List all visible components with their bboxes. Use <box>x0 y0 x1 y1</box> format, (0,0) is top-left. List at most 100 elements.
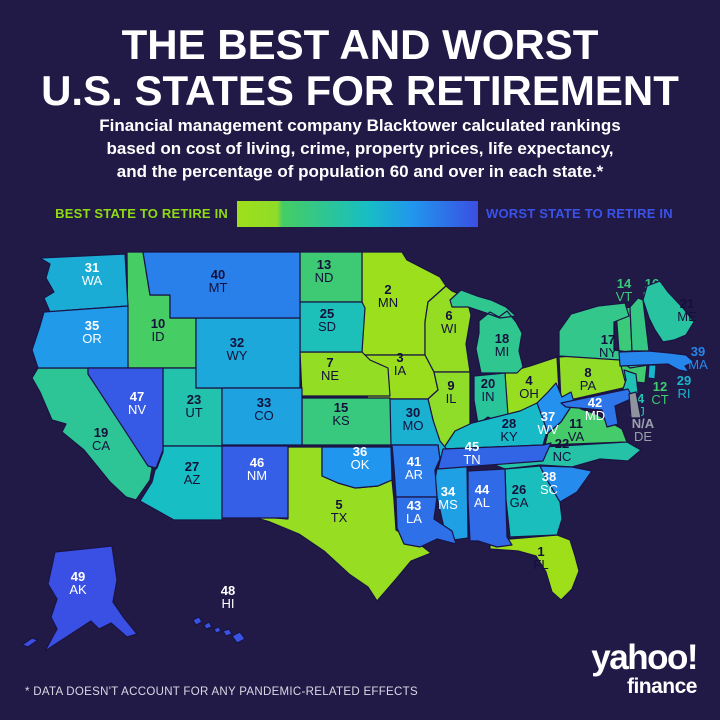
state-MI <box>449 289 524 374</box>
state-label-FL: FL <box>533 557 548 572</box>
state-label-MA: 39 <box>691 344 705 359</box>
state-label-CA: CA <box>92 438 110 453</box>
yahoo-wordmark: yahoo! <box>591 638 698 677</box>
state-label-ID: ID <box>152 329 165 344</box>
state-DE <box>628 391 642 419</box>
state-label-OH: 4 <box>525 373 533 388</box>
state-label-AZ: 27 <box>185 459 199 474</box>
state-label-MO: 30 <box>406 405 420 420</box>
state-label-PA: PA <box>580 378 597 393</box>
state-label-HI: HI <box>222 596 235 611</box>
state-label-SC: 38 <box>542 469 556 484</box>
state-ME <box>642 280 695 343</box>
title-line-2: U.S. STATES FOR RETIREMENT <box>41 67 679 114</box>
state-label-SD: SD <box>318 319 336 334</box>
state-label-MT: MT <box>209 280 228 295</box>
state-label-MS: 34 <box>441 484 456 499</box>
state-label-OR: OR <box>82 331 102 346</box>
state-label-OK: OK <box>351 457 370 472</box>
state-label-IL: IL <box>446 391 457 406</box>
state-label-NC: 22 <box>555 436 569 451</box>
state-label-WA: 31 <box>85 260 99 275</box>
state-label-MN: MN <box>378 295 398 310</box>
footnote-pandemic: * DATA DOESN'T ACCOUNT FOR ANY PANDEMIC-… <box>25 686 418 698</box>
state-label-WI: 6 <box>445 308 452 323</box>
state-label-AZ: AZ <box>184 472 201 487</box>
state-FL <box>489 534 580 601</box>
state-label-CT: 12 <box>653 379 667 394</box>
state-label-NV: NV <box>128 402 146 417</box>
state-label-UT: 23 <box>187 392 201 407</box>
subtitle-line-3: and the percentage of population 60 and … <box>116 162 604 181</box>
state-label-MD: 42 <box>588 395 602 410</box>
state-label-MN: 2 <box>384 282 391 297</box>
state-NM <box>221 445 289 519</box>
state-WY <box>195 317 301 389</box>
state-AR <box>391 444 441 498</box>
state-WV <box>536 382 575 434</box>
state-label-NY: NY <box>599 345 617 360</box>
state-label-CT: CT <box>651 392 668 407</box>
state-label-ME: 21 <box>680 296 694 311</box>
state-label-MI: 18 <box>495 331 509 346</box>
state-SC <box>539 465 593 503</box>
footnotes: * DATA DOESN'T ACCOUNT FOR ANY PANDEMIC-… <box>25 652 534 720</box>
state-label-MD: MD <box>585 408 605 423</box>
state-label-UT: UT <box>185 405 202 420</box>
state-AK <box>21 545 138 652</box>
state-label-TX: TX <box>331 510 348 525</box>
state-label-KS: 15 <box>334 400 348 415</box>
state-label-TN: 45 <box>465 439 479 454</box>
state-label-NY: 17 <box>601 332 615 347</box>
state-label-FL: 1 <box>537 544 544 559</box>
state-label-IL: 9 <box>447 378 454 393</box>
state-OR <box>31 305 129 369</box>
state-label-IA: IA <box>394 363 407 378</box>
state-label-HI: 48 <box>221 583 235 598</box>
state-label-ID: 10 <box>151 316 165 331</box>
state-label-KY: KY <box>500 429 518 444</box>
finance-wordmark: finance <box>626 675 698 698</box>
state-label-NE: NE <box>321 368 339 383</box>
state-label-WV: WV <box>538 422 559 437</box>
state-label-NC: NC <box>553 449 572 464</box>
state-label-SD: 25 <box>320 306 334 321</box>
state-label-DE: N/A <box>632 416 655 431</box>
state-label-VA: 11 <box>569 416 583 431</box>
state-label-NE: 7 <box>326 355 333 370</box>
state-HI <box>192 616 246 644</box>
state-label-CA: 19 <box>94 425 108 440</box>
legend-worst-label: WORST STATE TO RETIRE IN <box>486 206 673 221</box>
state-label-VA: VA <box>568 429 585 444</box>
state-label-ND: ND <box>315 270 334 285</box>
state-label-IN: IN <box>482 389 495 404</box>
state-label-MT: 40 <box>211 267 225 282</box>
state-NH <box>629 297 650 352</box>
state-label-ND: 13 <box>317 257 331 272</box>
state-label-VT: 14 <box>617 276 632 291</box>
state-label-PA: 8 <box>584 365 591 380</box>
state-label-SC: SC <box>540 482 558 497</box>
state-label-AK: 49 <box>71 569 85 584</box>
state-label-CO: 33 <box>257 395 271 410</box>
state-OK <box>321 446 393 489</box>
page-title: THE BEST AND WORST U.S. STATES FOR RETIR… <box>0 22 720 114</box>
state-label-IN: 20 <box>481 376 495 391</box>
state-label-NM: NM <box>247 468 267 483</box>
state-label-MI: MI <box>495 344 509 359</box>
state-label-OK: 36 <box>353 444 367 459</box>
state-label-MO: MO <box>403 418 424 433</box>
state-label-AK: AK <box>69 582 87 597</box>
state-label-NV: 47 <box>130 389 144 404</box>
legend-best-label: BEST STATE TO RETIRE IN <box>55 206 228 221</box>
state-label-RI: RI <box>678 386 691 401</box>
state-TN <box>437 442 552 470</box>
state-label-TN: TN <box>463 452 480 467</box>
state-label-MA: MA <box>688 357 708 372</box>
state-label-GA: 26 <box>512 482 526 497</box>
state-NY <box>558 302 656 369</box>
state-WA <box>39 253 129 313</box>
state-CO <box>221 387 303 446</box>
state-label-WI: WI <box>441 321 457 336</box>
state-label-AL: 44 <box>475 482 490 497</box>
